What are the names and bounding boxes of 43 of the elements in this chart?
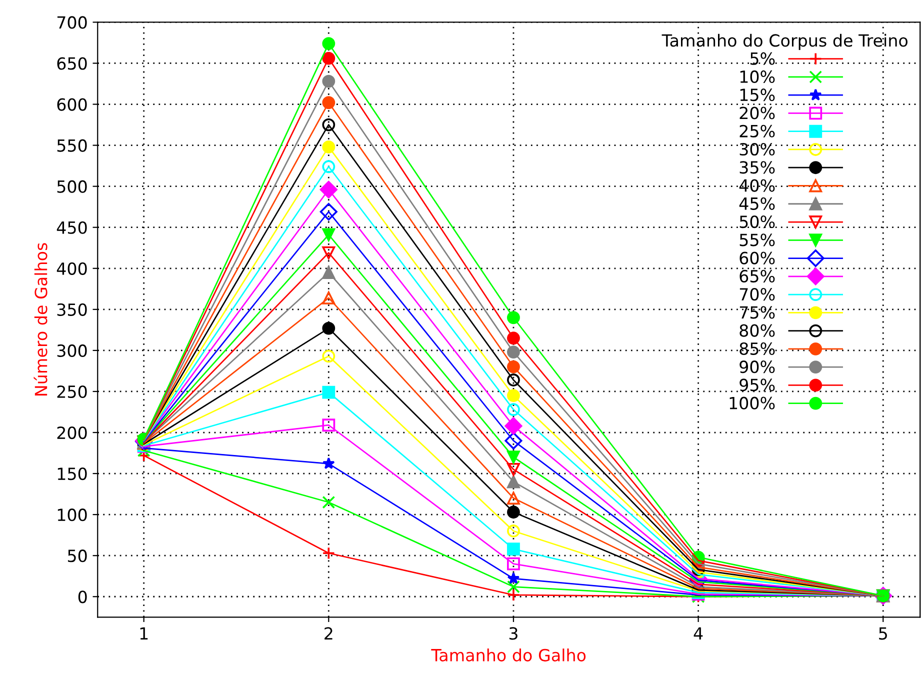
- x-tick-label: 3: [509, 627, 518, 640]
- legend-label: 80%: [740, 324, 775, 337]
- y-tick-label: 550: [57, 139, 87, 152]
- y-tick-label: 300: [57, 344, 87, 358]
- legend-title: Tamanho do Corpus de Treino: [662, 34, 908, 50]
- y-axis-title: Número de Galhos: [34, 243, 48, 396]
- y-tick-label: 350: [57, 303, 87, 316]
- legend-label: 15%: [740, 88, 775, 102]
- legend-label: 40%: [739, 179, 775, 192]
- y-tick-label: 0: [78, 590, 87, 604]
- legend-label: 100%: [730, 396, 775, 410]
- y-tick-label: 100: [58, 508, 87, 522]
- x-tick-label: 4: [694, 627, 703, 640]
- y-tick-label: 150: [58, 468, 87, 480]
- y-tick-label: 700: [57, 16, 87, 29]
- legend-label: 55%: [740, 234, 775, 246]
- legend-label: 50%: [740, 215, 775, 228]
- legend-label: 20%: [740, 106, 775, 120]
- y-tick-label: 400: [56, 262, 87, 275]
- legend-label: 30%: [740, 142, 775, 156]
- y-tick-label: 650: [57, 57, 87, 70]
- y-tick-label: 200: [57, 426, 87, 440]
- legend-label: 5%: [750, 52, 775, 65]
- legend-label: 85%: [740, 342, 775, 355]
- x-tick-label: 5: [879, 627, 887, 640]
- legend-label: 75%: [740, 306, 775, 319]
- y-tick-label: 450: [56, 221, 87, 234]
- y-tick-label: 600: [57, 98, 87, 111]
- y-tick-label: 500: [57, 180, 87, 193]
- legend-label: 95%: [740, 378, 775, 392]
- legend-label: 35%: [740, 161, 775, 174]
- x-tick-label: 2: [324, 627, 332, 640]
- legend-label: 65%: [740, 270, 775, 282]
- legend-label: 60%: [740, 252, 775, 264]
- x-tick-label: 1: [140, 627, 148, 640]
- legend-label: 25%: [740, 124, 775, 138]
- legend-label: 90%: [740, 360, 775, 374]
- y-tick-label: 250: [57, 385, 87, 398]
- legend-label: 70%: [740, 288, 775, 301]
- y-tick-label: 50: [68, 550, 87, 562]
- legend-label: 10%: [740, 70, 775, 84]
- legend-label: 45%: [739, 197, 775, 210]
- x-axis-title: Tamanho do Galho: [431, 648, 586, 662]
